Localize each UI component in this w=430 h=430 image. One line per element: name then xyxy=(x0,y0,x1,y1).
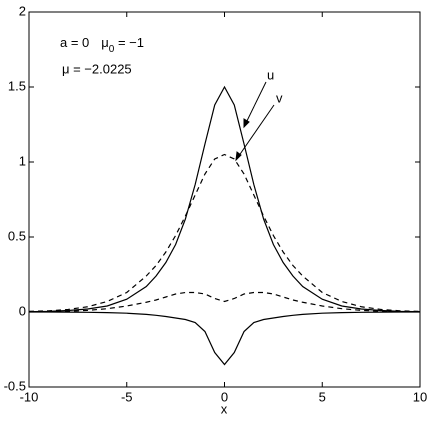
x-tick-label: 0 xyxy=(221,389,228,404)
arrows xyxy=(235,81,275,162)
x-tick-label: 5 xyxy=(319,389,326,404)
x-tick-label: -5 xyxy=(121,389,133,404)
x-tick-label: 10 xyxy=(413,389,427,404)
arrow-line xyxy=(243,81,267,128)
y-tick-label: 0.5 xyxy=(8,228,26,243)
curve-label: u xyxy=(267,67,274,82)
arrow-head xyxy=(235,151,242,162)
arrow-line xyxy=(235,104,275,161)
params-line-1: a = 0 μ0 = −1 xyxy=(60,35,144,54)
curve-label: v xyxy=(276,90,283,105)
param-mu0: μ xyxy=(101,35,109,50)
y-tick-label: -0.5 xyxy=(4,378,26,393)
param-subscript: 0 xyxy=(109,44,115,55)
param-mu0-value: = −1 xyxy=(114,35,144,50)
y-tick-label: 1.5 xyxy=(8,78,26,93)
params-line-2: μ = −2.0225 xyxy=(62,61,132,76)
param-a: a = 0 xyxy=(60,35,89,50)
y-tick-label: 0 xyxy=(19,303,26,318)
y-tick-label: 2 xyxy=(19,3,26,18)
series-line xyxy=(28,85,421,313)
x-axis-label: x xyxy=(221,401,228,416)
x-tick-label: -10 xyxy=(20,389,39,404)
y-tick-label: 1 xyxy=(19,153,26,168)
series-line xyxy=(28,153,421,312)
arrow-head xyxy=(243,118,250,129)
series-line xyxy=(28,291,421,313)
series-line xyxy=(29,311,420,366)
